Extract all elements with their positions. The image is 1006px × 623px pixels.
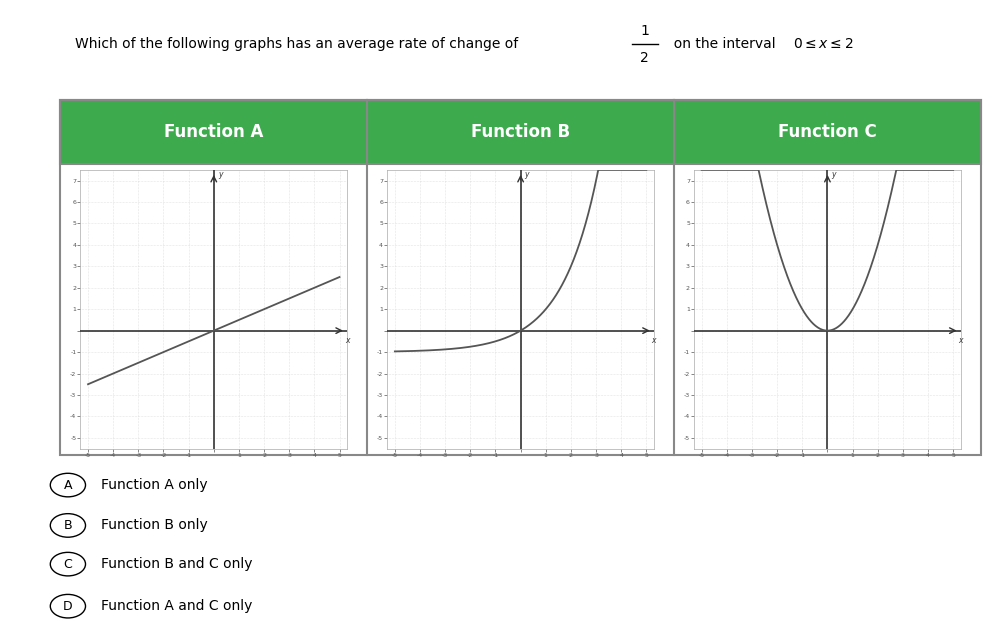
Text: Which of the following graphs has an average rate of change of: Which of the following graphs has an ave…	[75, 37, 519, 50]
Bar	[60, 100, 367, 164]
Text: y: y	[525, 169, 529, 179]
Bar	[674, 100, 981, 164]
Text: 2: 2	[640, 51, 649, 65]
Text: A: A	[63, 478, 72, 492]
Text: Function C: Function C	[778, 123, 877, 141]
Text: Function B: Function B	[471, 123, 570, 141]
Text: x: x	[959, 336, 963, 345]
Text: 8: 8	[42, 34, 53, 50]
Text: y: y	[218, 169, 222, 179]
Text: Function B and C only: Function B and C only	[101, 557, 253, 571]
Bar	[367, 100, 674, 164]
Text: Function B only: Function B only	[101, 518, 207, 533]
Text: Function A and C only: Function A and C only	[101, 599, 252, 613]
Text: D: D	[63, 600, 72, 612]
Text: $0 \leq x \leq 2$: $0 \leq x \leq 2$	[793, 37, 853, 50]
Text: 1: 1	[640, 24, 649, 38]
Text: on the interval: on the interval	[665, 37, 785, 50]
Text: y: y	[832, 169, 836, 179]
Text: C: C	[63, 558, 72, 571]
Text: B: B	[63, 519, 72, 532]
Text: x: x	[345, 336, 349, 345]
Text: Function A only: Function A only	[101, 478, 207, 492]
Text: x: x	[652, 336, 656, 345]
Text: Function A: Function A	[164, 123, 264, 141]
